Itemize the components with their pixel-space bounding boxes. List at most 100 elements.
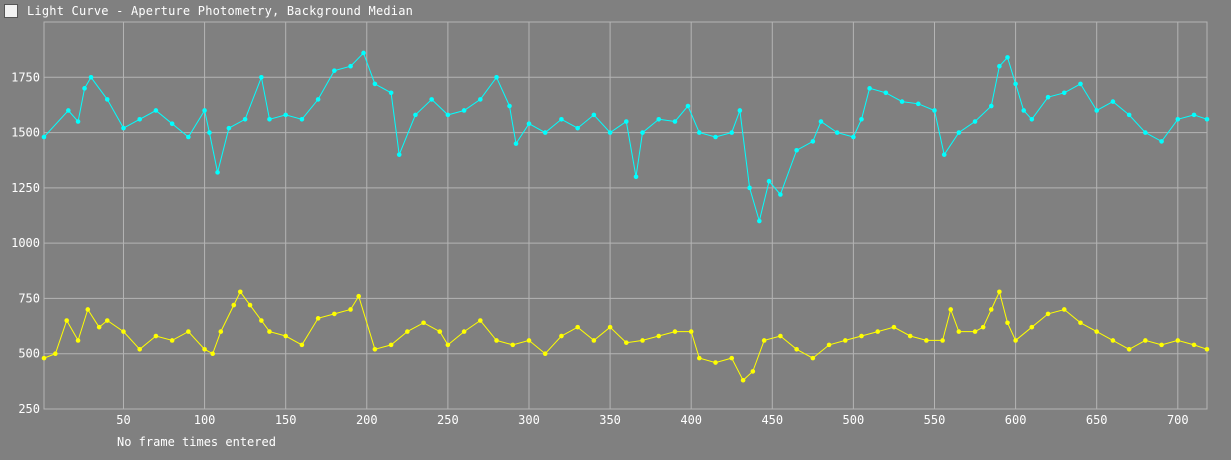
series-point-1 <box>834 130 840 135</box>
series-point-2 <box>421 320 426 326</box>
series-point-2 <box>750 369 756 374</box>
series-point-2 <box>980 324 986 330</box>
series-point-1 <box>810 139 816 144</box>
title-bar: Light Curve - Aperture Photometry, Backg… <box>0 0 1231 22</box>
series-point-1 <box>559 117 564 122</box>
series-point-2 <box>713 360 718 365</box>
series-point-2 <box>64 318 70 323</box>
y-tick-label: 250 <box>18 402 40 416</box>
series-point-1 <box>332 68 337 73</box>
x-tick-label: 100 <box>194 413 216 427</box>
series-point-1 <box>1005 55 1010 60</box>
series-point-1 <box>1110 99 1116 104</box>
series-point-1 <box>737 108 743 113</box>
series-point-1 <box>41 134 47 140</box>
series-point-1 <box>66 108 71 113</box>
series-point-1 <box>153 108 159 113</box>
x-tick-label: 350 <box>599 413 621 427</box>
series-point-2 <box>1078 320 1083 326</box>
series-point-2 <box>186 329 191 334</box>
series-point-1 <box>207 130 212 135</box>
series-point-2 <box>859 333 864 339</box>
series-point-1 <box>932 108 937 113</box>
series-point-1 <box>372 81 378 87</box>
series-point-1 <box>1204 117 1210 122</box>
series-point-2 <box>494 338 499 343</box>
series-point-1 <box>348 63 353 69</box>
series-point-1 <box>1061 90 1067 96</box>
series-point-1 <box>88 74 94 80</box>
series-point-2 <box>237 289 243 295</box>
app-logo-icon <box>4 4 18 18</box>
series-point-1 <box>851 134 856 140</box>
series-point-1 <box>899 99 905 104</box>
series-point-1 <box>729 130 735 135</box>
series-point-1 <box>169 121 175 127</box>
series-point-1 <box>215 170 220 175</box>
series-point-1 <box>607 130 613 135</box>
series-point-1 <box>1094 108 1100 113</box>
series-point-2 <box>388 342 394 348</box>
series-point-2 <box>104 318 110 323</box>
series-point-1 <box>202 108 207 113</box>
x-tick-label: 300 <box>518 413 540 427</box>
series-point-1 <box>445 112 451 118</box>
series-point-1 <box>883 90 889 96</box>
series-point-1 <box>941 152 947 157</box>
series-point-1 <box>507 103 512 109</box>
series-point-1 <box>1191 112 1197 118</box>
series-point-2 <box>988 307 994 312</box>
x-tick-label: 150 <box>275 413 297 427</box>
series-point-1 <box>1143 130 1148 135</box>
series-point-2 <box>231 302 237 308</box>
series-point-2 <box>1029 324 1035 330</box>
x-tick-label: 650 <box>1086 413 1108 427</box>
series-point-1 <box>259 74 264 80</box>
series-line-2 <box>43 290 1208 382</box>
series-point-2 <box>591 338 597 343</box>
series-point-1 <box>956 130 962 135</box>
series-point-1 <box>494 74 499 80</box>
series-point-1 <box>361 50 366 56</box>
series-point-1 <box>1021 108 1027 113</box>
series-point-2 <box>405 329 410 334</box>
plot-frame <box>43 21 1208 410</box>
series-point-1 <box>794 147 799 153</box>
series-point-2 <box>672 329 678 334</box>
series-point-1 <box>242 117 248 122</box>
series-point-2 <box>907 333 913 339</box>
series-point-2 <box>153 333 159 339</box>
x-tick-label: 500 <box>843 413 865 427</box>
window-title: Light Curve - Aperture Photometry, Backg… <box>27 4 414 18</box>
series-point-2 <box>1094 329 1100 334</box>
series-point-1 <box>104 97 110 102</box>
series-point-1 <box>972 119 978 124</box>
series-point-1 <box>1078 81 1083 87</box>
series-point-2 <box>218 329 224 334</box>
series-point-1 <box>685 103 691 109</box>
series-point-1 <box>591 112 597 118</box>
series-point-2 <box>794 346 799 352</box>
series-point-2 <box>778 333 783 339</box>
series-point-2 <box>96 324 102 330</box>
series-point-2 <box>210 351 215 357</box>
series-point-2 <box>41 355 47 361</box>
series-point-1 <box>915 101 921 107</box>
x-tick-label: 450 <box>761 413 783 427</box>
series-point-2 <box>526 338 532 343</box>
series-point-2 <box>445 342 451 348</box>
y-tick-label: 1750 <box>11 70 40 84</box>
series-point-1 <box>513 141 519 146</box>
y-tick-label: 500 <box>18 347 40 361</box>
series-point-1 <box>267 117 272 122</box>
series-point-1 <box>137 117 143 122</box>
series-point-1 <box>1126 112 1132 118</box>
series-point-2 <box>1061 307 1067 312</box>
series-point-1 <box>624 119 629 124</box>
series-point-2 <box>688 329 694 334</box>
series-point-1 <box>1013 81 1018 87</box>
series-point-1 <box>461 108 467 113</box>
series-point-2 <box>356 293 361 299</box>
y-tick-label: 1500 <box>11 126 40 140</box>
series-point-1 <box>766 178 772 184</box>
